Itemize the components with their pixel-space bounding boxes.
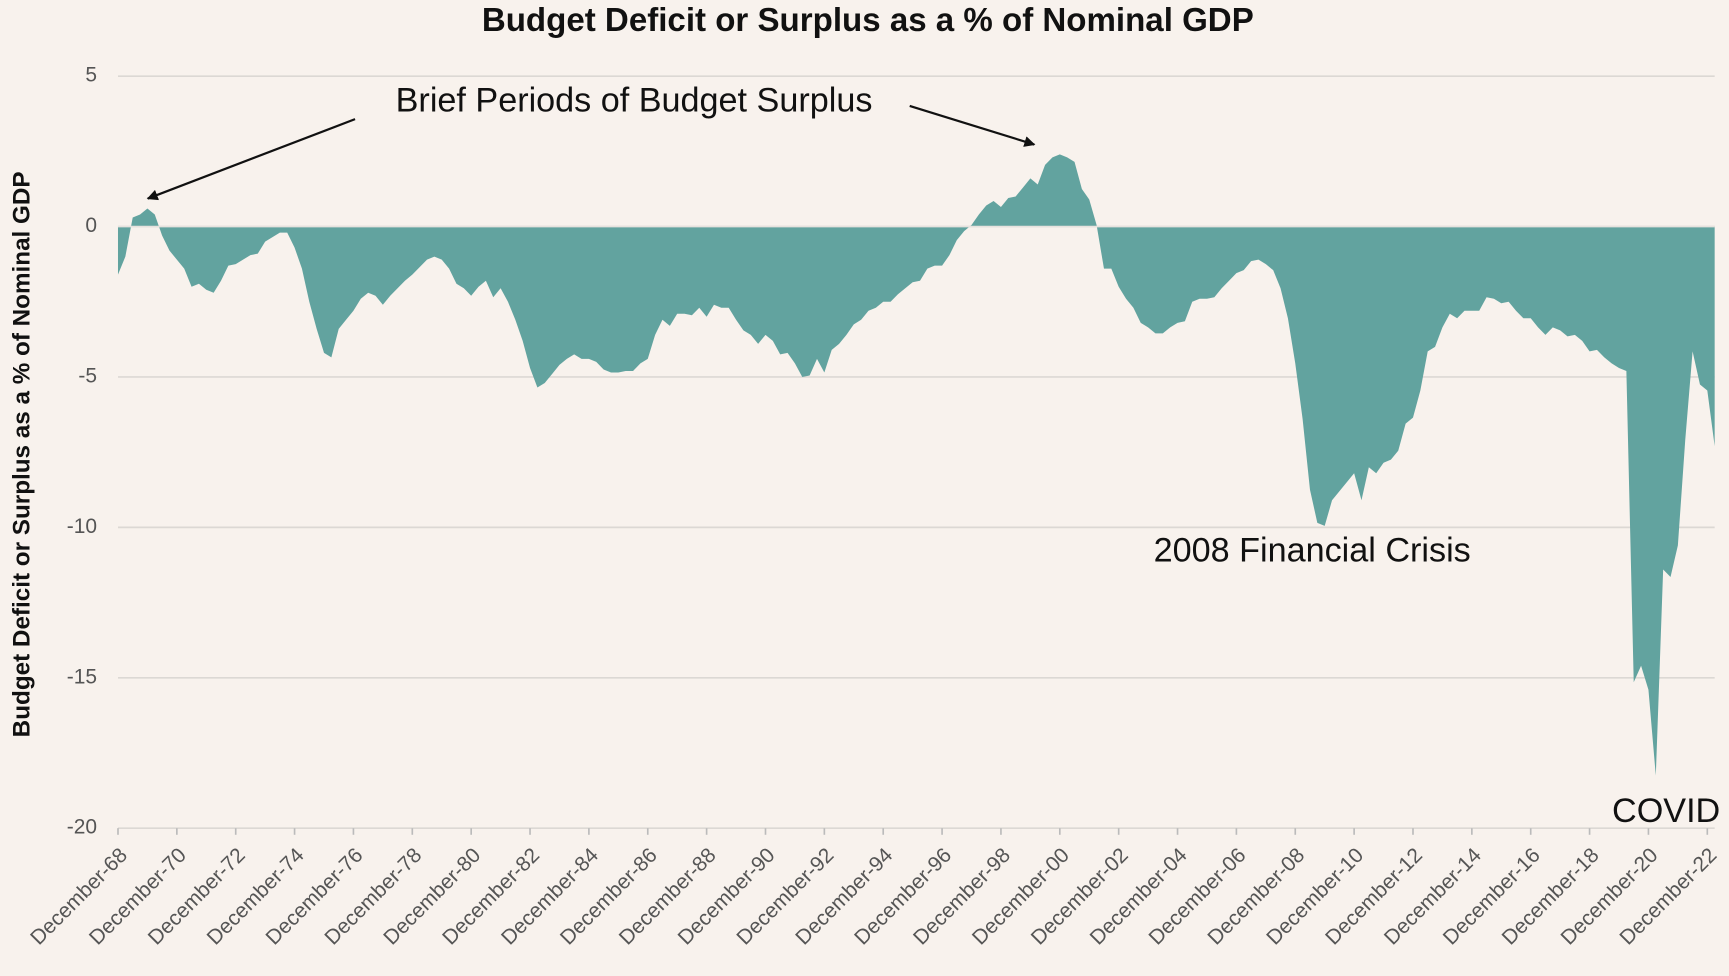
arrow	[146, 118, 356, 201]
area	[117, 154, 1715, 776]
y-axis-label: Budget Deficit or Surplus as a % of Nomi…	[9, 171, 36, 737]
annotation: COVID	[1612, 792, 1720, 830]
chart-title: Budget Deficit or Surplus as a % of Nomi…	[482, 2, 1254, 39]
y-tick-label: -5	[78, 364, 97, 387]
arrow	[909, 104, 1036, 147]
y-tick-label: 0	[85, 214, 97, 237]
y-tick-label: 5	[85, 64, 97, 87]
annotation: 2008 Financial Crisis	[1154, 532, 1471, 570]
y-tick-label: -15	[67, 665, 97, 688]
annotation: Brief Periods of Budget Surplus	[396, 82, 873, 120]
y-tick-label: -20	[67, 816, 97, 839]
y-tick-label: -10	[67, 515, 97, 538]
